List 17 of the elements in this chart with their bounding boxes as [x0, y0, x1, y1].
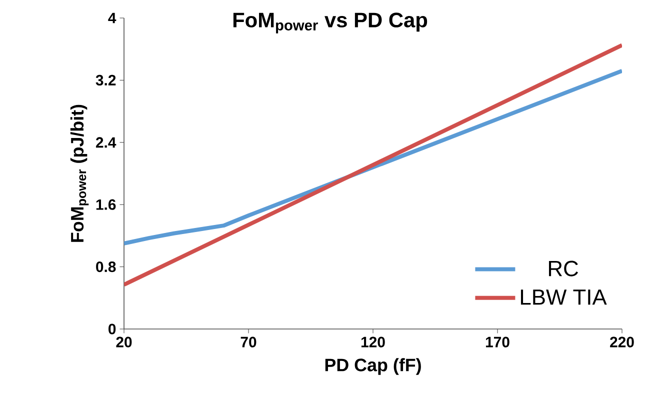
x-tick-label: 70 — [240, 336, 256, 348]
legend-label: RC — [548, 260, 578, 276]
chart-title: FoM$_{power}$ vs PD Cap — [233, 12, 428, 34]
line-series — [124, 68, 622, 246]
x-tick-label: 220 — [610, 336, 634, 348]
x-tick-label: 120 — [361, 336, 385, 348]
y-tick-label: 0.8 — [96, 262, 116, 272]
legend-label: LBW TIA — [520, 290, 607, 305]
y-tick-label: 0 — [108, 324, 116, 334]
x-axis-title: PD Cap (fF) — [325, 358, 421, 375]
y-tick-label: 1.6 — [96, 199, 116, 210]
y-tick-label: 2.4 — [96, 137, 116, 148]
y-tick-label: 4 — [108, 12, 116, 24]
y-axis-title: FoM$_{power}$ (pJ/bit) — [70, 104, 89, 242]
y-tick-label: 3.2 — [96, 74, 116, 86]
x-tick-label: 170 — [486, 336, 510, 348]
x-tick-label: 20 — [116, 336, 132, 348]
